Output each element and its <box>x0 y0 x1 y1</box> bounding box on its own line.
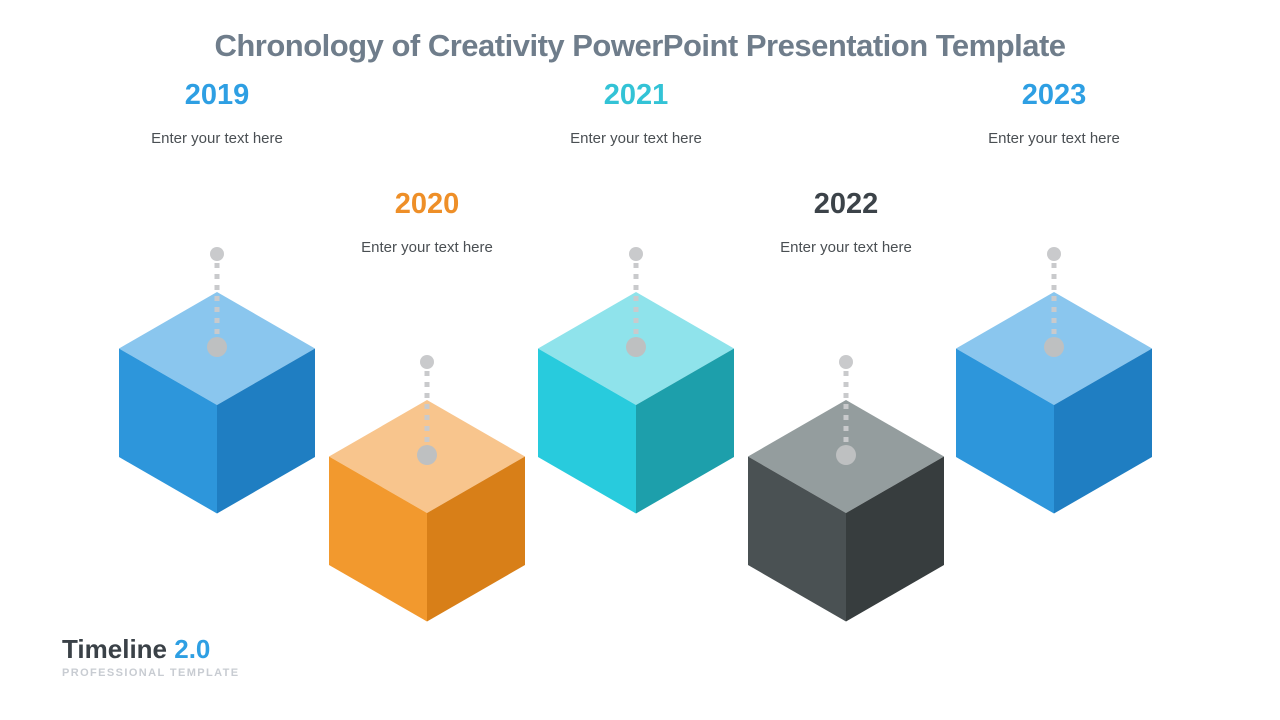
brand-name: Timeline <box>62 634 168 664</box>
connector-start-dot-icon <box>420 355 434 369</box>
connector-end-dot-icon <box>626 337 646 357</box>
connector-end-dot-icon <box>836 445 856 465</box>
connector-start-dot-icon <box>1047 247 1061 261</box>
connector-start-dot-icon <box>629 247 643 261</box>
connector-start-dot-icon <box>839 355 853 369</box>
connector-end-dot-icon <box>417 445 437 465</box>
brand-title: Timeline 2.0 <box>62 634 240 664</box>
placeholder-text[interactable]: Enter your text here <box>570 130 702 147</box>
placeholder-text[interactable]: Enter your text here <box>151 130 283 147</box>
placeholder-text[interactable]: Enter your text here <box>780 239 912 256</box>
year-label[interactable]: 2020 <box>394 188 460 220</box>
connector-dotted-line <box>207 247 227 357</box>
brand-logo: Timeline 2.0 PROFESSIONAL TEMPLATE <box>62 634 240 679</box>
timeline-item-2019: 2019 Enter your text here <box>112 0 322 720</box>
cube-left-face <box>956 348 1054 514</box>
year-label[interactable]: 2022 <box>813 188 879 220</box>
cube-right-face <box>1054 348 1152 514</box>
cube-left-face <box>329 456 427 622</box>
cube-right-face <box>636 348 734 514</box>
year-label[interactable]: 2023 <box>1021 79 1087 111</box>
cube-right-face <box>427 456 525 622</box>
cube-left-face <box>538 348 636 514</box>
connector-start-dot-icon <box>210 247 224 261</box>
cube-right-face <box>217 348 315 514</box>
slide-title[interactable]: Chronology of Creativity PowerPoint Pres… <box>214 28 1066 63</box>
placeholder-text[interactable]: Enter your text here <box>361 239 493 256</box>
connector-end-dot-icon <box>207 337 227 357</box>
timeline-item-2021: 2021 Enter your text here <box>531 0 741 720</box>
cube-left-face <box>119 348 217 514</box>
cube-left-face <box>748 456 846 622</box>
connector-dotted-line <box>626 247 646 357</box>
connector-dotted-line <box>1044 247 1064 357</box>
timeline-item-2023: 2023 Enter your text here <box>949 0 1159 720</box>
brand-tagline: PROFESSIONAL TEMPLATE <box>62 667 240 679</box>
brand-version: 2.0 <box>174 634 211 664</box>
connector-dotted-line <box>836 355 856 465</box>
year-label[interactable]: 2019 <box>184 79 250 111</box>
year-label[interactable]: 2021 <box>603 79 669 111</box>
timeline-item-2020: 2020 Enter your text here <box>322 0 532 720</box>
connector-dotted-line <box>417 355 437 465</box>
connector-end-dot-icon <box>1044 337 1064 357</box>
timeline-item-2022: 2022 Enter your text here <box>741 0 951 720</box>
cube-right-face <box>846 456 944 622</box>
placeholder-text[interactable]: Enter your text here <box>988 130 1120 147</box>
